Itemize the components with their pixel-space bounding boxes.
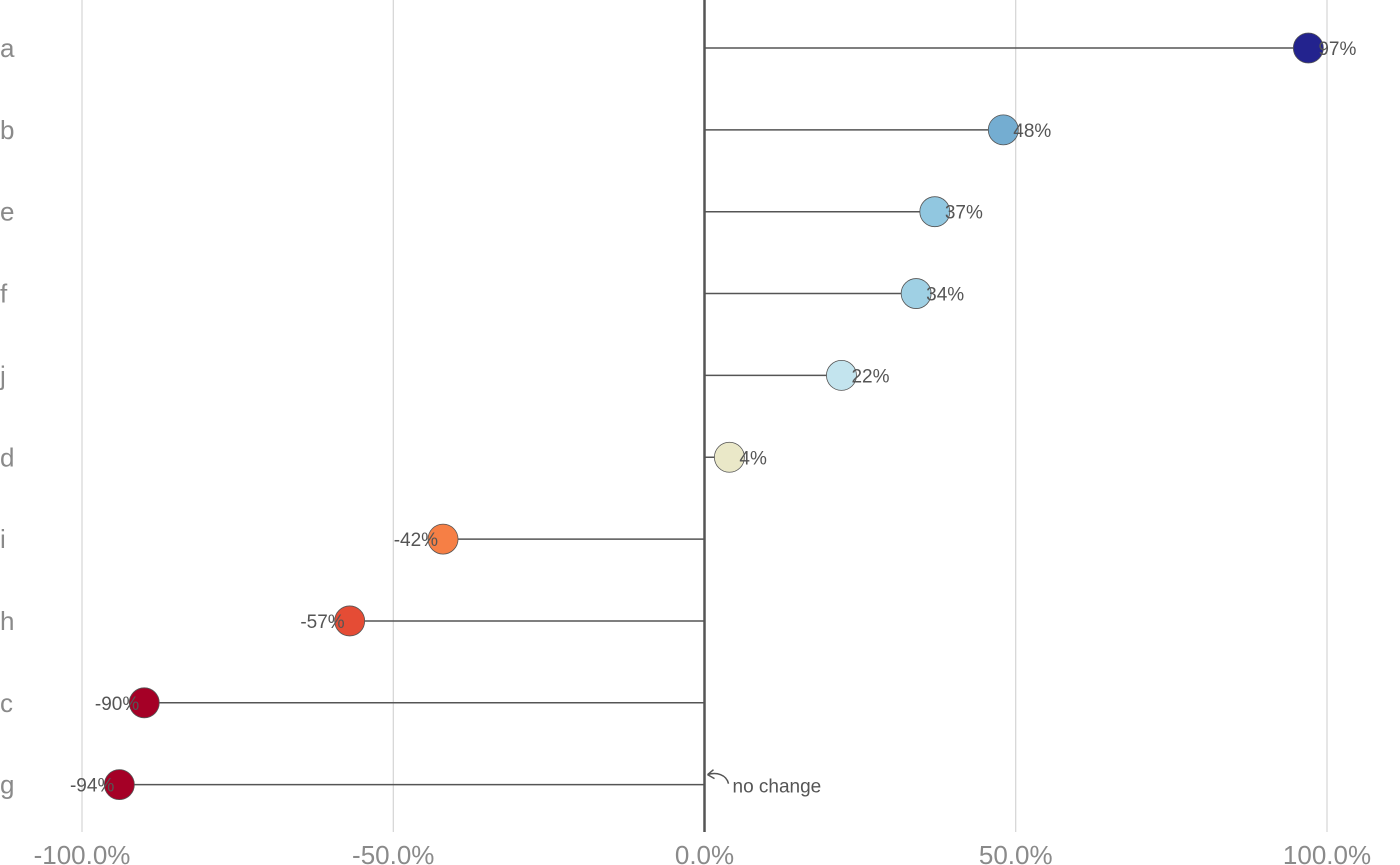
data-label: 4% <box>739 448 767 469</box>
data-point <box>334 605 366 637</box>
dots <box>103 32 1324 801</box>
x-tick-labels: -100.0% -50.0% 0.0% 50.0% 100.0% <box>34 840 1372 865</box>
data-label: 22% <box>851 366 889 387</box>
data-labels: 97% 48% 37% 34% 22% 4% -42% -57% -90% -94% <box>70 39 1356 797</box>
data-point <box>1292 32 1324 64</box>
x-tick-label: 50.0% <box>979 840 1053 865</box>
data-point <box>987 114 1019 146</box>
category-label: g <box>0 770 14 800</box>
annotation-arrow <box>707 769 730 784</box>
category-label: j <box>0 360 6 390</box>
category-label: e <box>0 197 14 227</box>
data-point <box>826 359 857 391</box>
category-label: a <box>0 33 15 63</box>
no-change-annotation: no change <box>707 769 822 798</box>
x-tick-label: -50.0% <box>352 840 434 865</box>
data-label: -42% <box>394 530 438 551</box>
data-label: -90% <box>95 694 139 715</box>
category-label: c <box>0 688 13 718</box>
data-label: 48% <box>1013 121 1051 142</box>
data-point <box>714 441 745 473</box>
category-label: b <box>0 115 14 145</box>
data-label: 34% <box>926 285 964 306</box>
data-point <box>427 523 459 555</box>
stems <box>119 47 1309 786</box>
category-label: d <box>0 442 14 472</box>
data-point <box>103 769 135 801</box>
data-label: 37% <box>945 203 983 224</box>
x-tick-label: -100.0% <box>34 840 131 865</box>
x-tick-label: 0.0% <box>675 840 734 865</box>
x-tick-label: 100.0% <box>1283 840 1371 865</box>
data-point <box>128 687 160 719</box>
data-point <box>900 278 932 309</box>
data-label: 97% <box>1318 39 1356 60</box>
annotation-text: no change <box>733 777 822 798</box>
category-labels: a b e f j d i h c g <box>0 33 15 800</box>
category-label: f <box>0 279 8 309</box>
data-label: -94% <box>70 776 114 797</box>
category-label: h <box>0 606 14 636</box>
data-point <box>919 196 951 228</box>
data-label: -57% <box>300 612 344 633</box>
category-label: i <box>0 524 6 554</box>
